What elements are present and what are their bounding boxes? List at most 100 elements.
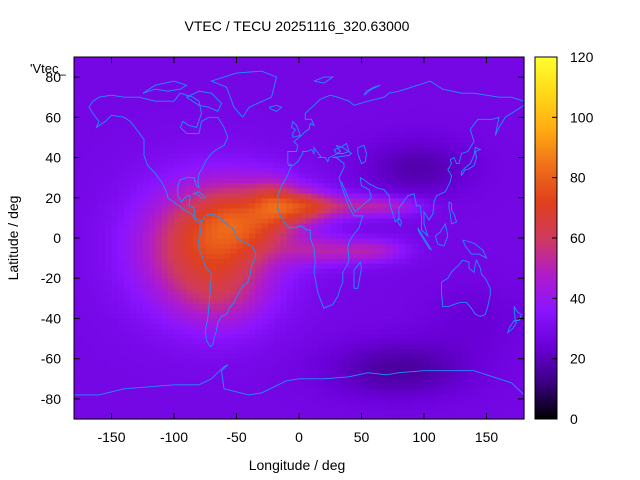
- heatmap-cell: [199, 122, 206, 128]
- heatmap-cell: [399, 373, 406, 380]
- heatmap-cell: [349, 87, 356, 93]
- heatmap-cell: [92, 152, 100, 159]
- heatmap-cell: [161, 137, 169, 144]
- heatmap-cell: [517, 187, 525, 194]
- heatmap-cell: [430, 107, 438, 113]
- heatmap-cell: [142, 238, 150, 244]
- heatmap-cell: [486, 248, 494, 254]
- heatmap-cell: [299, 398, 306, 405]
- heatmap-cell: [242, 318, 250, 325]
- heatmap-cell: [167, 278, 175, 284]
- heatmap-cell: [292, 72, 300, 78]
- heatmap-cell: [336, 97, 344, 103]
- heatmap-cell: [124, 273, 131, 279]
- heatmap-cell: [455, 413, 463, 420]
- heatmap-cell: [130, 403, 138, 410]
- heatmap-cell: [361, 393, 369, 400]
- heatmap-cell: [236, 263, 244, 269]
- heatmap-cell: [455, 288, 463, 294]
- heatmap-cell: [261, 363, 269, 370]
- heatmap-cell: [74, 413, 81, 420]
- heatmap-cell: [467, 243, 475, 249]
- heatmap-cell: [392, 117, 400, 123]
- heatmap-cell: [342, 82, 350, 88]
- heatmap-cell: [480, 132, 488, 139]
- heatmap-cell: [317, 258, 325, 264]
- heatmap-cell: [267, 273, 275, 279]
- heatmap-cell: [386, 207, 394, 214]
- heatmap-cell: [442, 157, 450, 164]
- heatmap-cell: [417, 368, 425, 375]
- heatmap-cell: [267, 373, 275, 380]
- heatmap-cell: [411, 393, 419, 400]
- heatmap-cell: [355, 288, 363, 294]
- heatmap-cell: [117, 253, 125, 259]
- heatmap-cell: [142, 248, 150, 254]
- heatmap-cell: [486, 363, 494, 370]
- heatmap-cell: [399, 152, 406, 159]
- heatmap-cell: [199, 413, 206, 420]
- heatmap-cell: [155, 298, 163, 304]
- heatmap-cell: [374, 162, 381, 169]
- heatmap-cell: [311, 227, 319, 234]
- heatmap-cell: [367, 122, 375, 128]
- heatmap-cell: [199, 142, 206, 149]
- heatmap-cell: [380, 97, 388, 103]
- heatmap-cell: [386, 328, 394, 335]
- heatmap-cell: [449, 142, 456, 149]
- heatmap-cell: [449, 157, 456, 164]
- heatmap-cell: [149, 172, 156, 179]
- heatmap-cell: [511, 82, 519, 88]
- heatmap-cell: [392, 187, 400, 194]
- heatmap-cell: [155, 238, 163, 244]
- heatmap-cell: [180, 268, 188, 274]
- heatmap-cell: [280, 383, 288, 390]
- heatmap-cell: [242, 258, 250, 264]
- heatmap-cell: [324, 227, 331, 234]
- heatmap-cell: [480, 243, 488, 249]
- heatmap-cell: [374, 132, 381, 139]
- heatmap-cell: [217, 378, 225, 385]
- heatmap-cell: [486, 152, 494, 159]
- heatmap-cell: [467, 273, 475, 279]
- heatmap-cell: [449, 303, 456, 309]
- heatmap-cell: [499, 293, 506, 299]
- heatmap-cell: [349, 278, 356, 284]
- heatmap-cell: [474, 127, 481, 134]
- heatmap-cell: [311, 147, 319, 154]
- heatmap-cell: [492, 403, 500, 410]
- heatmap-cell: [355, 87, 363, 93]
- heatmap-cell: [455, 248, 463, 254]
- heatmap-cell: [499, 107, 506, 113]
- heatmap-cell: [330, 202, 338, 209]
- heatmap-cell: [411, 72, 419, 78]
- heatmap-cell: [117, 308, 125, 315]
- heatmap-cell: [299, 303, 306, 309]
- heatmap-cell: [336, 273, 344, 279]
- heatmap-cell: [461, 408, 469, 415]
- heatmap-cell: [205, 182, 213, 189]
- heatmap-cell: [486, 403, 494, 410]
- heatmap-cell: [499, 212, 506, 219]
- heatmap-cell: [424, 202, 431, 209]
- heatmap-cell: [149, 408, 156, 415]
- heatmap-cell: [242, 238, 250, 244]
- heatmap-cell: [411, 338, 419, 345]
- heatmap-cell: [149, 248, 156, 254]
- heatmap-cell: [267, 313, 275, 320]
- heatmap-cell: [230, 87, 238, 93]
- heatmap-cell: [105, 393, 113, 400]
- heatmap-cell: [461, 212, 469, 219]
- heatmap-cell: [367, 238, 375, 244]
- heatmap-cell: [230, 393, 238, 400]
- heatmap-cell: [449, 182, 456, 189]
- heatmap-cell: [386, 87, 394, 93]
- heatmap-cell: [511, 77, 519, 83]
- heatmap-cell: [142, 122, 150, 128]
- heatmap-cell: [455, 308, 463, 315]
- heatmap-cell: [292, 408, 300, 415]
- heatmap-cell: [92, 182, 100, 189]
- heatmap-cell: [174, 217, 181, 224]
- heatmap-cell: [205, 413, 213, 420]
- heatmap-cell: [86, 403, 94, 410]
